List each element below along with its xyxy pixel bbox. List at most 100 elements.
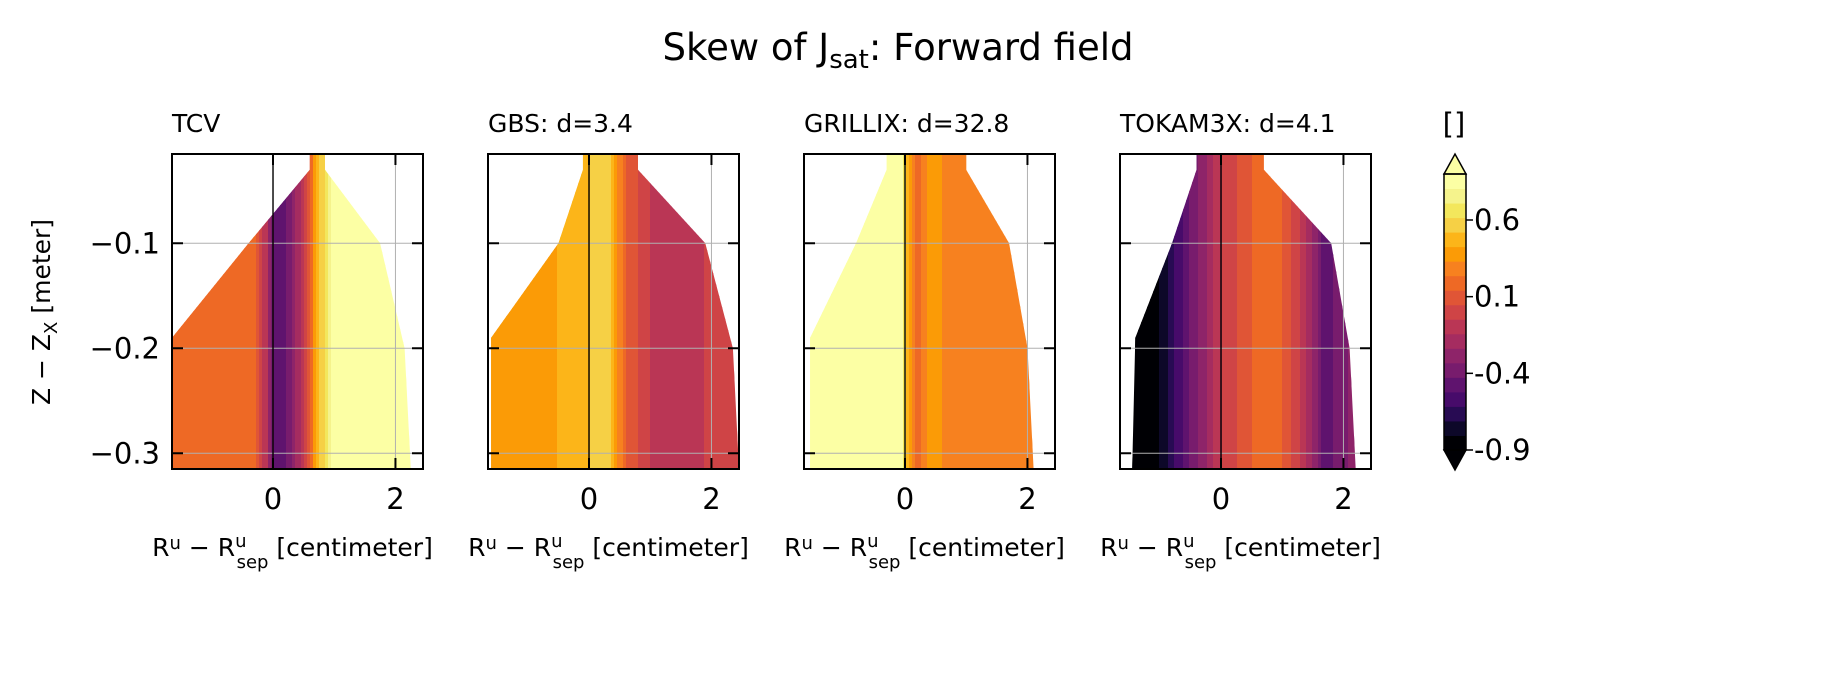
contour-band: [307, 154, 311, 469]
contour-band: [415, 154, 419, 469]
contour-band: [689, 154, 693, 469]
contour-band: [563, 154, 567, 469]
colorbar-extend-max: [1442, 152, 1468, 175]
contour-band: [1360, 154, 1364, 469]
contour-band: [906, 154, 910, 469]
contour-band: [716, 154, 720, 469]
contour-band: [331, 154, 335, 469]
contour-band: [1273, 154, 1277, 469]
contour-band: [662, 154, 666, 469]
contour-band: [1330, 154, 1334, 469]
contour-band: [560, 154, 564, 469]
panel-field: [1132, 154, 1370, 469]
contour-band: [259, 154, 263, 469]
contour-band: [322, 154, 326, 469]
contour-band: [343, 154, 347, 469]
contour-band: [602, 154, 606, 469]
contour-band: [211, 154, 215, 469]
contour-band: [927, 154, 931, 469]
contour-band: [1171, 154, 1175, 469]
colorbar-segment: [1444, 435, 1466, 451]
contour-band: [861, 154, 865, 469]
contour-band: [596, 154, 600, 469]
contour-band: [566, 154, 570, 469]
contour-band: [945, 154, 949, 469]
colorbar-tick-label: -0.9: [1474, 433, 1531, 467]
contour-band: [1041, 154, 1045, 469]
contour-band: [355, 154, 359, 469]
contour-band: [876, 154, 880, 469]
contour-band: [626, 154, 630, 469]
contour-band: [310, 154, 314, 469]
y-axis-label: Z − ZX [meter]: [27, 219, 62, 405]
contour-band: [199, 154, 203, 469]
contour-band: [1144, 154, 1148, 469]
contour-band: [1189, 154, 1193, 469]
contour-band: [1204, 154, 1208, 469]
contour-band: [536, 154, 540, 469]
colorbar-segment: [1444, 304, 1466, 320]
contour-band: [1366, 154, 1370, 469]
colorbar-segment: [1444, 406, 1466, 422]
contour-band: [707, 154, 711, 469]
colorbar-segment: [1444, 348, 1466, 364]
contour-band: [1198, 154, 1202, 469]
contour-band: [993, 154, 997, 469]
contour-band: [1225, 154, 1229, 469]
x-axis-label: Ru − Ru sep [centimeter]: [152, 531, 433, 573]
contour-band: [319, 154, 323, 469]
contour-band: [572, 154, 576, 469]
contour-band: [599, 154, 603, 469]
panel-field: [810, 154, 1045, 469]
contour-band: [512, 154, 516, 469]
contour-band: [268, 154, 272, 469]
contour-band: [858, 154, 862, 469]
contour-band: [217, 154, 221, 469]
colorbar-segment: [1444, 203, 1466, 219]
contour-band: [641, 154, 645, 469]
x-tick-label: 2: [1334, 482, 1352, 516]
contour-band: [226, 154, 230, 469]
contour-band: [1165, 154, 1169, 469]
panel-1: 0 2 −0.1 −0.2 −0.3 TCV Ru − Ru sep [centimeter]: [90, 109, 433, 573]
contour-band: [873, 154, 877, 469]
contour-band: [334, 154, 338, 469]
contour-band: [548, 154, 552, 469]
contour-band: [870, 154, 874, 469]
contour-band: [301, 154, 305, 469]
contour-band: [1183, 154, 1187, 469]
contour-band: [1312, 154, 1316, 469]
contour-band: [1132, 154, 1133, 469]
contour-band: [1038, 154, 1042, 469]
contour-band: [822, 154, 826, 469]
contour-band: [954, 154, 958, 469]
contour-band: [891, 154, 895, 469]
contour-band: [695, 154, 699, 469]
contour-band: [713, 154, 717, 469]
contour-band: [578, 154, 582, 469]
panel-2: 0 2 GBS: d=3.4 Ru − Ru sep [centimeter]: [468, 109, 749, 573]
x-tick-label: 0: [1212, 482, 1230, 516]
x-axis-label: Ru − Ru sep [centimeter]: [468, 531, 749, 573]
contour-band: [1243, 154, 1247, 469]
contour-band: [1303, 154, 1307, 469]
contour-band: [1333, 154, 1337, 469]
contour-band: [220, 154, 224, 469]
contour-band: [379, 154, 383, 469]
contour-band: [1363, 154, 1367, 469]
contour-band: [1195, 154, 1199, 469]
contour-band: [1300, 154, 1304, 469]
contour-band: [1246, 154, 1250, 469]
contour-band: [1210, 154, 1214, 469]
contour-band: [665, 154, 669, 469]
contour-band: [292, 154, 296, 469]
contour-band: [677, 154, 681, 469]
contour-band: [280, 154, 284, 469]
contour-band: [1318, 154, 1322, 469]
contour-band: [406, 154, 410, 469]
contour-band: [1288, 154, 1292, 469]
contour-band: [193, 154, 197, 469]
y-tick-label: −0.2: [90, 331, 160, 365]
contour-band: [530, 154, 534, 469]
